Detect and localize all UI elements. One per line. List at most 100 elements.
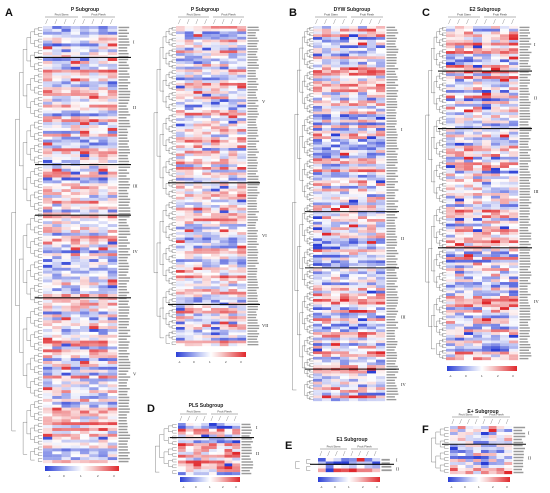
row-label-stub	[118, 294, 127, 297]
heatmap-cell	[211, 104, 220, 108]
heatmap-cell	[219, 221, 229, 225]
heatmap-cell	[367, 345, 377, 349]
heatmap-cell	[89, 247, 99, 251]
heatmap-cell	[228, 210, 238, 214]
row-label-stub	[386, 252, 399, 255]
heatmap-cell	[80, 328, 90, 333]
heatmap-cell	[80, 130, 90, 134]
heatmap-cell	[358, 31, 368, 35]
heatmap-cell	[43, 375, 53, 379]
heatmap-cell	[340, 39, 350, 43]
heatmap-cell	[446, 323, 456, 327]
heatmap-cell	[491, 145, 501, 149]
heatmap-cell	[89, 369, 99, 373]
heatmap-cell	[219, 93, 229, 97]
heatmap-cell	[70, 369, 81, 373]
heatmap-cell	[98, 116, 108, 120]
row-label-stub	[118, 85, 128, 87]
row-label-stub	[118, 181, 129, 183]
heatmap-cell	[500, 62, 510, 66]
heatmap-cell	[446, 45, 456, 49]
heatmap-cell	[70, 410, 81, 414]
heatmap-cell	[376, 301, 386, 305]
dendrogram-branch	[38, 103, 43, 107]
heatmap-cell	[358, 398, 368, 402]
heatmap-cell	[98, 320, 108, 324]
heatmap-cell	[340, 387, 350, 391]
heatmap-cell	[193, 139, 203, 143]
heatmap-cell	[43, 200, 53, 204]
heatmap-cell	[219, 240, 229, 244]
heatmap-cell	[43, 125, 53, 129]
row-label-stub	[386, 230, 396, 233]
heatmap-cell	[107, 107, 118, 111]
heatmap-cell	[446, 92, 456, 96]
heatmap-cell	[193, 42, 203, 46]
heatmap-cell	[331, 304, 341, 308]
heatmap-cell	[455, 270, 465, 274]
heatmap-cell	[61, 366, 71, 370]
heatmap-cell	[184, 256, 194, 260]
heatmap-cell	[322, 67, 332, 71]
heatmap-cell	[98, 375, 108, 379]
heatmap-cell	[376, 263, 386, 267]
heatmap-cell	[89, 366, 99, 370]
heatmap-cell	[237, 289, 247, 292]
heatmap-cell	[202, 104, 212, 108]
heatmap-cell	[455, 273, 465, 277]
heatmap-cell	[482, 193, 492, 196]
row-label-stub	[118, 175, 127, 177]
row-label-stub	[386, 164, 396, 166]
heatmap-cell	[70, 171, 81, 175]
row-label-stub	[247, 262, 259, 264]
heatmap-cell	[446, 81, 456, 85]
heatmap-cell	[184, 264, 194, 268]
heatmap-cell	[70, 253, 81, 257]
heatmap-cell	[340, 70, 350, 74]
heatmap-cell	[70, 346, 81, 350]
row-label-stub	[247, 311, 257, 313]
heatmap-cell	[61, 288, 71, 292]
heatmap-cell	[211, 245, 220, 249]
heatmap-cell	[70, 390, 81, 394]
row-label-stub	[118, 227, 130, 230]
dendrogram-branch	[153, 112, 158, 273]
heatmap-cell	[313, 230, 323, 233]
heatmap-cell	[43, 206, 53, 210]
dendrogram-branch	[34, 261, 39, 268]
heatmap-cell	[61, 398, 71, 402]
heatmap-cell	[228, 305, 238, 309]
heatmap-cell	[237, 215, 247, 219]
heatmap-cell	[331, 155, 341, 159]
heatmap-cell	[500, 31, 510, 35]
heatmap-cell	[322, 321, 332, 324]
heatmap-cell	[509, 87, 519, 91]
heatmap-cell	[193, 259, 203, 263]
row-label-stub	[247, 292, 257, 294]
heatmap-cell	[43, 352, 53, 356]
heatmap-cell	[482, 187, 492, 191]
heatmap-cell	[211, 44, 220, 48]
row-label-stub	[118, 367, 131, 370]
heatmap-cell	[107, 381, 118, 385]
heatmap-cell	[202, 207, 212, 211]
heatmap-cell	[202, 42, 212, 46]
heatmap-cell	[80, 393, 90, 397]
heatmap-cell	[473, 34, 483, 38]
dendrogram-branch	[26, 363, 31, 388]
heatmap-cell	[331, 213, 341, 217]
heatmap-cell	[193, 115, 203, 119]
heatmap-cell	[176, 158, 185, 162]
row-label-stub	[247, 146, 257, 148]
heatmap-cell	[340, 59, 350, 62]
heatmap-cell	[464, 195, 474, 199]
heatmap-cell	[446, 53, 456, 57]
heatmap-cell	[340, 169, 350, 173]
row-label-stub	[386, 291, 398, 293]
heatmap-cell	[219, 177, 229, 181]
heatmap-cell	[500, 248, 510, 252]
heatmap-cell	[211, 204, 220, 208]
heatmap-cell	[491, 81, 501, 85]
heatmap-cell	[358, 354, 368, 358]
heatmap-cell	[202, 275, 212, 279]
